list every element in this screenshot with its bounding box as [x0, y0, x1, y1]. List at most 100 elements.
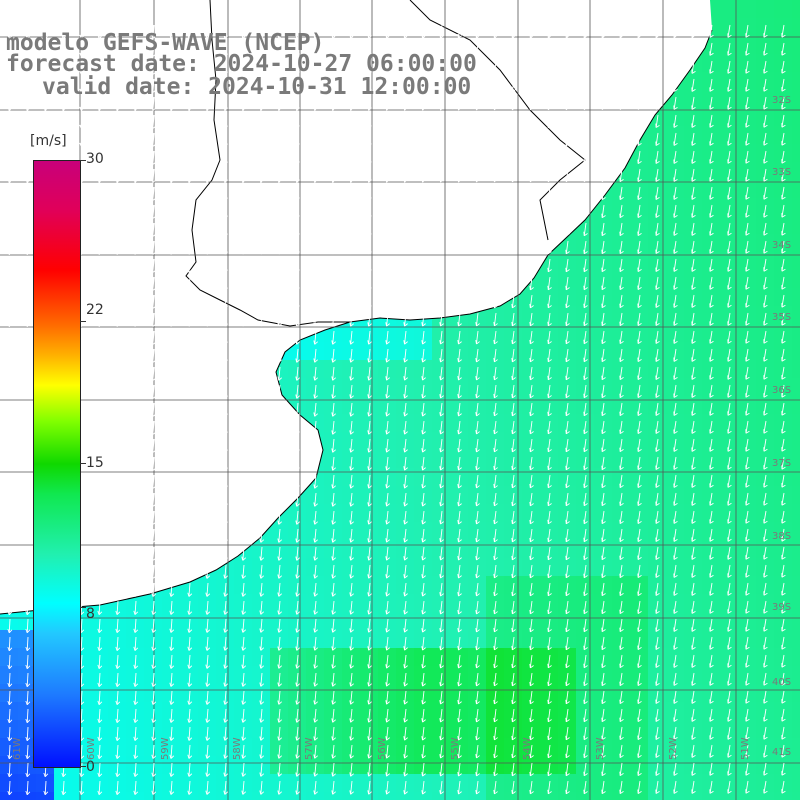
speed-cell — [792, 594, 800, 612]
speed-cell — [540, 432, 558, 450]
speed-cell — [360, 414, 378, 432]
speed-cell — [594, 414, 612, 432]
speed-cell — [648, 162, 666, 180]
speed-cell — [522, 450, 540, 468]
speed-cell — [792, 234, 800, 252]
speed-cell — [702, 360, 720, 378]
speed-cell — [378, 450, 396, 468]
speed-cell — [702, 342, 720, 360]
speed-cell — [756, 144, 774, 162]
speed-cell — [720, 18, 738, 36]
speed-cell — [756, 288, 774, 306]
speed-cell — [378, 468, 396, 486]
speed-cell — [414, 432, 432, 450]
speed-cell — [684, 126, 702, 144]
speed-cell — [594, 270, 612, 288]
speed-cell — [684, 72, 702, 90]
speed-cell — [486, 306, 504, 324]
speed-cell — [684, 396, 702, 414]
speed-cell — [684, 450, 702, 468]
speed-cell — [468, 360, 486, 378]
speed-cell — [774, 378, 792, 396]
lon-label: 51W — [740, 737, 751, 760]
speed-cell — [720, 216, 738, 234]
speed-cell — [792, 54, 800, 72]
speed-cell — [522, 396, 540, 414]
speed-cell — [450, 342, 468, 360]
speed-cell — [792, 126, 800, 144]
speed-cell — [432, 378, 450, 396]
speed-cell — [558, 468, 576, 486]
speed-cell — [324, 342, 342, 360]
speed-cell — [630, 432, 648, 450]
speed-cell — [306, 378, 324, 396]
speed-cell — [792, 432, 800, 450]
speed-cell — [612, 216, 630, 234]
speed-cell — [324, 450, 342, 468]
speed-cell — [324, 378, 342, 396]
speed-cell — [504, 450, 522, 468]
speed-cell — [558, 450, 576, 468]
speed-cell — [486, 450, 504, 468]
speed-cell — [648, 468, 666, 486]
speed-cell — [540, 306, 558, 324]
speed-cell — [576, 468, 594, 486]
speed-cell — [684, 432, 702, 450]
speed-cell — [792, 414, 800, 432]
lon-label: 58W — [232, 737, 243, 760]
lon-label: 53W — [595, 737, 606, 760]
speed-cell — [774, 144, 792, 162]
speed-cell — [720, 126, 738, 144]
speed-cell — [324, 414, 342, 432]
speed-cell — [666, 198, 684, 216]
speed-cell — [504, 306, 522, 324]
speed-cell — [720, 144, 738, 162]
speed-cell — [594, 450, 612, 468]
speed-cell — [576, 288, 594, 306]
speed-cell — [558, 342, 576, 360]
speed-cell — [666, 432, 684, 450]
lon-label: 61W — [12, 737, 23, 760]
colorbar-tick-8: 8 — [86, 606, 95, 622]
speed-cell — [288, 378, 306, 396]
speed-cell — [324, 432, 342, 450]
speed-cell — [594, 216, 612, 234]
speed-cell — [738, 180, 756, 198]
speed-cell — [648, 342, 666, 360]
speed-cell — [774, 216, 792, 234]
speed-cell — [612, 378, 630, 396]
speed-cell — [720, 306, 738, 324]
speed-cell — [450, 414, 468, 432]
speed-cell — [756, 342, 774, 360]
speed-cell — [522, 288, 540, 306]
speed-cell — [792, 702, 800, 720]
speed-cell — [432, 396, 450, 414]
speed-cell — [630, 180, 648, 198]
lon-label: 54W — [522, 737, 533, 760]
speed-cell — [342, 414, 360, 432]
speed-cell — [648, 234, 666, 252]
speed-cell — [576, 252, 594, 270]
speed-cell — [666, 234, 684, 252]
speed-cell — [792, 558, 800, 576]
speed-cell — [486, 396, 504, 414]
speed-cell — [522, 432, 540, 450]
speed-cell — [630, 198, 648, 216]
speed-cell — [792, 18, 800, 36]
speed-cell — [648, 180, 666, 198]
speed-cell — [792, 36, 800, 54]
speed-cell — [774, 126, 792, 144]
speed-cell — [792, 720, 800, 738]
speed-cell — [414, 468, 432, 486]
speed-cell — [792, 360, 800, 378]
speed-cell — [612, 396, 630, 414]
speed-cell — [540, 378, 558, 396]
speed-cell — [738, 162, 756, 180]
speed-cell — [306, 360, 324, 378]
speed-cell — [702, 324, 720, 342]
lat-label: 32S — [772, 95, 791, 106]
speed-cell — [432, 342, 450, 360]
speed-cell — [792, 90, 800, 108]
speed-cell — [738, 270, 756, 288]
speed-cell — [792, 396, 800, 414]
